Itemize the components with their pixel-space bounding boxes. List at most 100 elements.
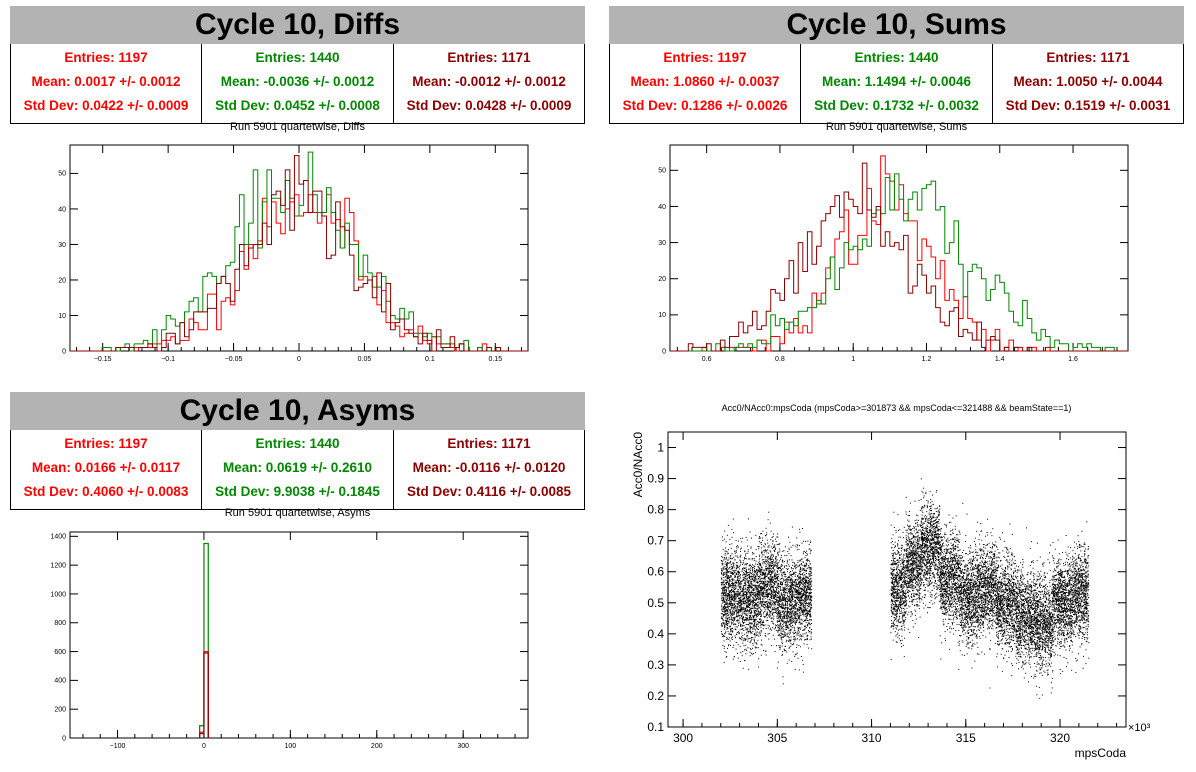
scatter-point (790, 585, 792, 587)
y-tick-label: 50 (658, 168, 666, 175)
scatter-point (809, 639, 811, 641)
scatter-point (729, 590, 731, 592)
scatter-point (760, 589, 762, 591)
scatter-point (791, 600, 792, 602)
scatter-point (737, 571, 739, 573)
scatter-point (736, 612, 738, 614)
scatter-point (778, 598, 780, 600)
scatter-point (758, 618, 760, 620)
scatter-point (736, 546, 738, 548)
scatter-point (803, 584, 805, 586)
scatter-point (732, 583, 734, 585)
scatter-point (776, 621, 778, 623)
scatter-point (770, 620, 772, 622)
scatter-point (722, 625, 723, 627)
scatter-point (794, 601, 796, 603)
scatter-point (791, 573, 793, 575)
scatter-point (779, 550, 781, 552)
scatter-point (904, 615, 906, 617)
scatter-point (804, 626, 806, 627)
scatter-point (894, 609, 896, 611)
scatter-point (898, 547, 900, 549)
scatter-point (728, 602, 730, 604)
scatter-point (806, 613, 808, 615)
scatter-point (793, 562, 795, 564)
scatter-point (730, 585, 731, 587)
scatter-point (735, 597, 737, 599)
scatter-point (758, 546, 760, 548)
scatter-point (782, 598, 784, 600)
scatter-point (738, 586, 740, 588)
scatter-point (797, 600, 799, 602)
scatter-point (788, 564, 790, 566)
scatter-point (734, 588, 736, 590)
scatter-point (730, 580, 732, 582)
scatter-point (724, 624, 726, 626)
scatter-point (785, 604, 787, 606)
scatter-point (745, 595, 747, 597)
scatter-point (759, 631, 761, 633)
scatter-point (803, 566, 805, 568)
scatter-point (789, 581, 791, 583)
scatter-point (760, 591, 762, 593)
scatter-point (758, 666, 760, 668)
scatter-point (752, 601, 754, 603)
scatter-point (739, 604, 741, 606)
scatter-point (808, 572, 810, 574)
scatter-point (779, 626, 781, 628)
scatter-point (903, 566, 905, 568)
scatter-point (779, 606, 781, 608)
scatter-point (787, 612, 789, 614)
scatter-point (740, 586, 742, 588)
scatter-point (731, 572, 732, 574)
scatter-point (794, 579, 796, 580)
scatter-point (810, 633, 812, 635)
scatter-point (788, 627, 790, 629)
scatter-point (735, 572, 737, 574)
scatter-point (725, 611, 726, 613)
scatter-point (791, 589, 793, 591)
scatter-point (804, 605, 806, 607)
scatter-point (722, 582, 724, 584)
scatter-point (738, 582, 740, 584)
scatter-point (753, 581, 755, 583)
scatter-point (805, 592, 807, 594)
scatter-point (723, 601, 725, 603)
scatter-point (803, 589, 805, 591)
scatter-point (742, 560, 744, 562)
scatter-point (792, 584, 794, 586)
sums-title: Cycle 10, Sums (609, 6, 1184, 44)
scatter-point (786, 633, 788, 635)
stat-mean: Mean: -0.0036 +/- 0.0012 (220, 74, 375, 89)
scatter-point (742, 572, 744, 574)
scatter-point (783, 600, 785, 601)
scatter-point (743, 638, 745, 640)
scatter-point (808, 601, 810, 603)
scatter-point (732, 636, 733, 638)
scatter-point (783, 596, 785, 598)
scatter-point (789, 579, 791, 581)
scatter-point (737, 593, 739, 595)
scatter-point (790, 579, 792, 581)
scatter-point (759, 563, 761, 565)
scatter-point (767, 582, 769, 584)
scatter-point (811, 629, 812, 631)
histogram-series-3 (199, 652, 209, 738)
scatter-point (741, 639, 743, 641)
scatter-point (788, 549, 790, 551)
scatter-point (721, 577, 723, 579)
scatter-point (738, 572, 740, 574)
scatter-point (796, 589, 798, 591)
scatter-point (757, 566, 759, 568)
scatter-point (769, 567, 771, 569)
scatter-point (756, 585, 758, 586)
scatter-point (789, 574, 791, 576)
scatter-point (757, 569, 759, 571)
scatter-point (740, 604, 742, 606)
scatter-point (768, 562, 770, 564)
scatter-point (751, 600, 753, 602)
scatter-point (788, 616, 790, 618)
scatter-point (892, 609, 894, 611)
scatter-point (786, 607, 788, 609)
scatter-point (730, 644, 731, 646)
